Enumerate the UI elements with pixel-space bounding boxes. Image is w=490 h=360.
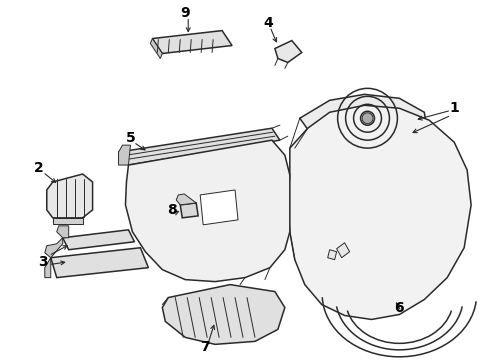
Polygon shape — [328, 250, 337, 260]
Polygon shape — [63, 230, 134, 250]
Text: 1: 1 — [449, 101, 459, 115]
Polygon shape — [288, 105, 471, 319]
Polygon shape — [300, 94, 427, 152]
Text: 8: 8 — [168, 203, 177, 217]
Polygon shape — [180, 203, 198, 218]
Polygon shape — [45, 258, 51, 278]
Text: 3: 3 — [38, 255, 48, 269]
Text: 4: 4 — [263, 15, 273, 30]
Polygon shape — [176, 194, 196, 205]
Polygon shape — [162, 285, 285, 345]
Circle shape — [362, 113, 373, 124]
Polygon shape — [275, 41, 302, 62]
Polygon shape — [337, 243, 349, 258]
Text: 6: 6 — [394, 301, 404, 315]
Text: 5: 5 — [125, 131, 135, 145]
Polygon shape — [53, 218, 83, 224]
Polygon shape — [57, 226, 69, 238]
Text: 7: 7 — [200, 340, 210, 354]
Polygon shape — [45, 238, 63, 258]
Polygon shape — [125, 140, 290, 282]
Polygon shape — [51, 248, 148, 278]
Polygon shape — [200, 190, 238, 225]
Polygon shape — [119, 128, 280, 165]
Text: 2: 2 — [34, 161, 44, 175]
Polygon shape — [152, 31, 232, 54]
Polygon shape — [47, 174, 93, 218]
Polygon shape — [150, 39, 162, 58]
Polygon shape — [119, 145, 130, 165]
Text: 9: 9 — [180, 6, 190, 20]
